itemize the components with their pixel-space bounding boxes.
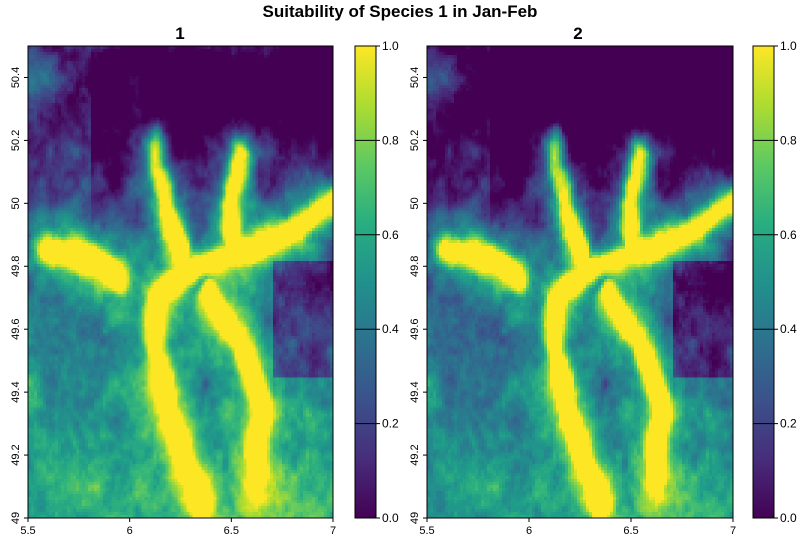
y-tick-label: 49.6: [10, 318, 22, 339]
colorbar-tick-label: 0.0: [780, 511, 797, 525]
heatmap-raster-1: [28, 46, 333, 518]
colorbar-gradient: [355, 46, 376, 518]
x-tick-label: 7: [330, 525, 336, 537]
colorbar-tick-label: 0.6: [780, 228, 797, 242]
colorbar-tick-label: 0.6: [382, 228, 399, 242]
y-tick-label: 49.8: [10, 256, 22, 277]
colorbar-tick-label: 0.4: [780, 322, 797, 336]
y-tick-label: 49.6: [409, 318, 421, 339]
plot-frame-1: [27, 45, 334, 519]
colorbar-tick-label: 0.2: [382, 417, 399, 431]
colorbar-tick-label: 0.2: [780, 417, 797, 431]
heatmap-raster-2: [427, 46, 733, 518]
x-tick-label: 5.5: [20, 525, 35, 537]
x-tick-label: 6: [526, 525, 532, 537]
colorbar-tick-label: 0.0: [382, 511, 399, 525]
y-tick-label: 50.4: [10, 67, 22, 88]
y-tick-label: 50: [409, 197, 421, 209]
x-tick-label: 6.5: [623, 525, 638, 537]
panel-title-1: 1: [175, 24, 184, 43]
plot-frame-2: [426, 45, 734, 519]
x-tick-label: 6: [127, 525, 133, 537]
y-tick-label: 50.4: [409, 67, 421, 88]
colorbar-1: 0.0 0.2 0.4 0.6 0.8 1.0: [354, 39, 399, 525]
x-tick-label: 6.5: [224, 525, 239, 537]
panels: 1 5.5 6 6.5 7 49 49.2 49.4 49.6 49.8 50 50.2 50.4 0.0…: [10, 24, 797, 537]
chart-title: Suitability of Species 1 in Jan-Feb: [263, 2, 538, 21]
y-tick-label: 49.2: [10, 444, 22, 465]
y-tick-label: 49.2: [409, 444, 421, 465]
y-tick-label: 49.8: [409, 256, 421, 277]
y-tick-label: 49: [10, 512, 22, 524]
x-tick-label: 7: [730, 525, 736, 537]
heatmap-panel-2: 2 5.5 6 6.5 7 49 49.2 49.4 49.6 49.8 50 50.2 50.4 0.0…: [409, 24, 797, 537]
colorbar-tick-label: 0.4: [382, 322, 399, 336]
colorbar-gradient: [753, 46, 774, 518]
y-tick-label: 49.4: [10, 381, 22, 402]
colorbar-tick-label: 0.8: [382, 133, 399, 147]
y-tick-label: 49.4: [409, 381, 421, 402]
colorbar-2: 0.0 0.2 0.4 0.6 0.8 1.0: [752, 39, 797, 525]
y-tick-label: 50.2: [409, 130, 421, 151]
colorbar-tick-label: 1.0: [382, 39, 399, 53]
colorbar-tick-label: 0.8: [780, 133, 797, 147]
colorbar-tick-label: 1.0: [780, 39, 797, 53]
y-tick-label: 50.2: [10, 130, 22, 151]
x-tick-label: 5.5: [419, 525, 434, 537]
panel-title-2: 2: [573, 24, 582, 43]
y-tick-label: 49: [409, 512, 421, 524]
heatmap-panel-1: 1 5.5 6 6.5 7 49 49.2 49.4 49.6 49.8 50 50.2 50.4 0.0…: [10, 24, 399, 537]
y-tick-label: 50: [10, 197, 22, 209]
